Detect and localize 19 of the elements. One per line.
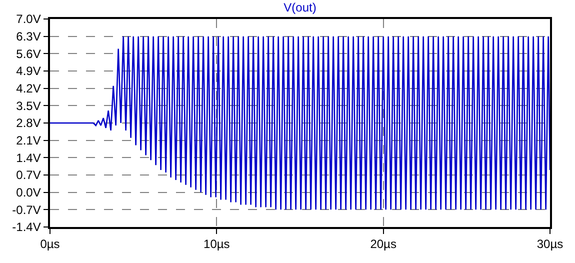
- x-tick-label: 20µs: [370, 237, 396, 252]
- y-tick-label: 2.8V: [16, 116, 41, 130]
- y-tick-label: 5.6V: [16, 46, 41, 61]
- y-tick-label: 1.4V: [16, 150, 41, 165]
- chart-title: V(out): [284, 0, 316, 14]
- y-tick-label: -0.7V: [12, 202, 41, 217]
- y-tick-label: 0.7V: [16, 168, 41, 182]
- y-tick-label: -1.4V: [12, 220, 41, 234]
- y-tick-label: 2.1V: [16, 134, 41, 148]
- x-tick-label: 10µs: [204, 237, 230, 252]
- x-tick-label: 0µs: [40, 237, 60, 252]
- x-tick-label: 30µs: [536, 237, 564, 252]
- y-tick-label: 3.5V: [16, 98, 41, 113]
- y-tick-label: 4.2V: [16, 82, 41, 96]
- y-tick-label: 0.0V: [16, 186, 41, 200]
- y-tick-label: 4.9V: [16, 64, 41, 78]
- y-tick-label: 6.3V: [16, 30, 41, 44]
- y-tick-label: 7.0V: [16, 12, 41, 26]
- line-series: [50, 36, 550, 210]
